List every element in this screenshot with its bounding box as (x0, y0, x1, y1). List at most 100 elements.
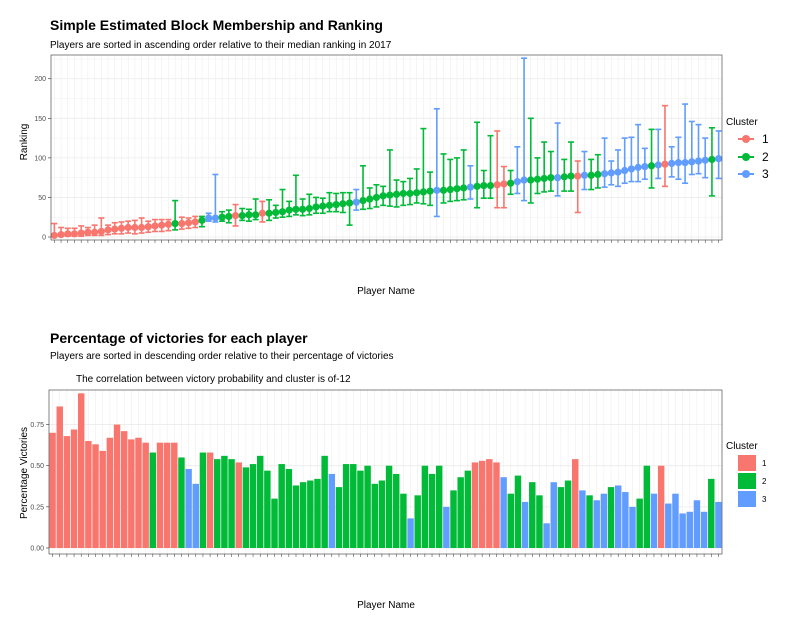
ranking-point-group (627, 136, 636, 183)
ranking-point-group (574, 160, 582, 214)
victories-bar (586, 495, 593, 548)
ranking-point-group (218, 210, 226, 222)
ranking-point-group (413, 168, 421, 204)
victories-bar (614, 485, 622, 548)
ranking-median-point (111, 225, 119, 233)
victories-bar (629, 506, 636, 548)
ranking-point-group (715, 130, 723, 180)
ranking-point-group (547, 150, 555, 192)
ranking-median-point (641, 162, 649, 171)
ranking-point-group (654, 128, 662, 180)
ranking-median-point (547, 174, 555, 182)
ranking-legend-key-3: 3 (738, 167, 769, 181)
ranking-median-point (339, 200, 347, 208)
ranking-median-point (460, 184, 468, 192)
victories-bar (514, 475, 522, 548)
ranking-median-point (413, 189, 421, 197)
ranking-median-point (50, 231, 58, 240)
ranking-median-point (466, 183, 474, 191)
victories-bar (521, 501, 529, 548)
ranking-median-point (372, 193, 381, 202)
victories-bar (299, 482, 307, 548)
victories-chart: Percentage of victories for each player … (19, 330, 767, 611)
victories-bar (708, 478, 715, 548)
victories-bar (564, 480, 572, 548)
ranking-point-group (386, 149, 394, 207)
victories-bar (421, 465, 429, 548)
victories-y-tick-label: 0.75 (30, 422, 44, 429)
ranking-point-group (681, 103, 689, 184)
ranking-point-group (554, 122, 562, 197)
victories-bar (378, 480, 386, 548)
ranking-point-group (480, 169, 488, 200)
ranking-median-point (258, 209, 266, 217)
victories-bar (278, 464, 285, 548)
victories-bar (242, 467, 250, 548)
ranking-point-group (493, 130, 501, 209)
ranking-point-group (77, 225, 85, 238)
ranking-point-group (661, 104, 669, 188)
ranking-median-point (332, 200, 340, 209)
victories-y-tick-label: 0.25 (30, 504, 44, 511)
ranking-legend: Cluster 1 2 3 (726, 117, 769, 181)
ranking-median-point (580, 171, 589, 179)
ranking-point-group (379, 185, 387, 207)
ranking-point-group (137, 217, 146, 234)
victories-bar (607, 487, 615, 548)
ranking-plot-panel: 0 50 100 150 200 (34, 54, 723, 243)
ranking-median-point (574, 172, 582, 180)
ranking-point-group (446, 158, 454, 203)
victories-bar (686, 511, 694, 548)
ranking-median-point (661, 160, 669, 168)
ranking-point-group (688, 120, 696, 176)
ranking-point-group (527, 117, 535, 204)
ranking-point-group (325, 191, 334, 213)
ranking-median-point (84, 228, 92, 236)
victories-bar (507, 493, 515, 548)
victories-bar (478, 460, 486, 548)
victories-bar (221, 455, 228, 548)
victories-chart-title: Percentage of victories for each player (50, 330, 308, 346)
ranking-point-group (245, 208, 253, 222)
ranking-point-group (252, 198, 260, 221)
ranking-median-point (715, 155, 723, 163)
ranking-chart-title: Simple Estimated Block Membership and Ra… (50, 17, 383, 33)
victories-bar (536, 495, 543, 548)
ranking-point-group (258, 200, 266, 223)
ranking-point-group (460, 149, 468, 201)
ranking-median-point (70, 230, 79, 238)
ranking-point-group (151, 218, 159, 233)
victories-bar (321, 455, 328, 548)
ranking-median-point (446, 185, 454, 194)
ranking-median-point (265, 209, 273, 217)
ranking-point-group (439, 153, 448, 204)
victories-bar (636, 498, 643, 548)
ranking-point-group (345, 191, 354, 226)
ranking-median-point (231, 212, 240, 220)
ranking-median-point (607, 169, 615, 177)
victories-bar (106, 437, 114, 548)
ranking-median-point (57, 231, 65, 239)
ranking-median-point (379, 192, 387, 200)
ranking-median-point (600, 170, 609, 178)
ranking-point-group (614, 149, 622, 188)
victories-bar (163, 442, 171, 548)
ranking-point-group (694, 123, 703, 175)
ranking-median-point (218, 213, 226, 221)
ranking-median-point (594, 170, 602, 179)
ranking-median-point (419, 188, 428, 196)
victories-bar (56, 406, 63, 548)
victories-bar (357, 470, 364, 548)
ranking-point-group (580, 150, 589, 191)
ranking-point-group (124, 220, 132, 234)
ranking-point-group (238, 207, 246, 222)
ranking-point-group (486, 134, 495, 200)
victories-bar (715, 501, 722, 548)
ranking-point-group (131, 219, 139, 235)
ranking-median-point (91, 228, 99, 236)
ranking-point-group (278, 188, 287, 219)
ranking-point-group (292, 174, 300, 216)
ranking-point-group (332, 192, 340, 213)
victories-bar (650, 493, 658, 548)
victories-plot-panel: 0.00 0.25 0.50 0.75 (30, 389, 723, 557)
